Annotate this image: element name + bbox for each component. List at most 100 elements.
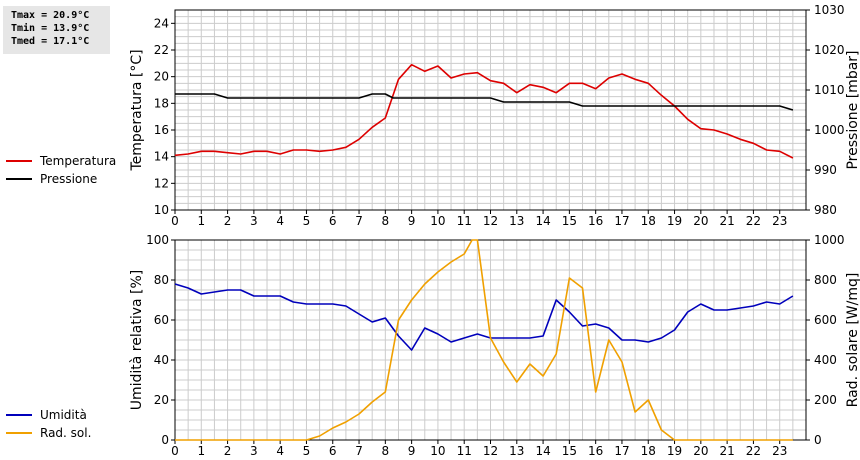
x-tick-label: 4 xyxy=(276,444,284,458)
legend-item-pressure: Pressione xyxy=(6,170,116,188)
legend-top: Temperatura Pressione xyxy=(6,152,116,188)
y-tick-label: 40 xyxy=(154,353,169,367)
series-line-pressione xyxy=(175,93,794,111)
x-tick-label: 0 xyxy=(171,214,179,228)
legend-label-pressure: Pressione xyxy=(40,172,98,186)
x-tick-label: 7 xyxy=(355,444,363,458)
y-tick-label: 80 xyxy=(154,273,169,287)
y2-axis-title: Rad. solare [W/mq] xyxy=(845,273,860,408)
legend-swatch-pressure xyxy=(6,178,32,180)
x-tick-label: 14 xyxy=(535,214,550,228)
y-tick-label: 20 xyxy=(154,70,169,84)
y-tick-label: 24 xyxy=(154,16,169,30)
y2-tick-label: 1000 xyxy=(814,233,845,247)
y2-axis-title: Pressione [mbar] xyxy=(845,50,860,169)
y-tick-label: 18 xyxy=(154,96,169,110)
stats-box: Tmax = 20.9°C Tmin = 13.9°C Tmed = 17.1°… xyxy=(3,6,110,54)
legend-label-temperature: Temperatura xyxy=(40,154,117,168)
x-tick-label: 6 xyxy=(329,444,337,458)
y-tick-label: 60 xyxy=(154,313,169,327)
tmed-label: Tmed = 17.1°C xyxy=(11,36,90,47)
x-tick-label: 14 xyxy=(535,444,550,458)
x-tick-label: 3 xyxy=(250,214,258,228)
x-tick-label: 22 xyxy=(746,214,761,228)
y-tick-label: 22 xyxy=(154,43,169,57)
x-tick-label: 12 xyxy=(483,214,498,228)
x-tick-label: 20 xyxy=(693,214,708,228)
x-tick-label: 2 xyxy=(224,214,232,228)
x-tick-label: 15 xyxy=(562,214,577,228)
y2-tick-label: 400 xyxy=(814,353,837,367)
x-tick-label: 22 xyxy=(746,444,761,458)
legend-label-radiation: Rad. sol. xyxy=(40,426,92,440)
x-tick-label: 5 xyxy=(303,444,311,458)
x-tick-label: 17 xyxy=(614,214,629,228)
tmax-label: Tmax = 20.9°C xyxy=(11,10,90,21)
x-tick-label: 4 xyxy=(276,214,284,228)
legend-swatch-humidity xyxy=(6,414,32,416)
legend-bottom: Umidità Rad. sol. xyxy=(6,406,91,442)
x-tick-label: 7 xyxy=(355,214,363,228)
x-tick-label: 2 xyxy=(224,444,232,458)
tmin-label: Tmin = 13.9°C xyxy=(11,23,90,34)
legend-swatch-temperature xyxy=(6,160,32,162)
x-tick-label: 18 xyxy=(641,214,656,228)
y-tick-label: 0 xyxy=(161,433,169,447)
x-tick-label: 23 xyxy=(772,444,787,458)
x-tick-label: 5 xyxy=(303,214,311,228)
x-tick-label: 1 xyxy=(197,214,205,228)
x-tick-label: 11 xyxy=(457,444,472,458)
x-tick-label: 0 xyxy=(171,444,179,458)
x-tick-label: 12 xyxy=(483,444,498,458)
y2-tick-label: 1020 xyxy=(814,43,845,57)
legend-item-radiation: Rad. sol. xyxy=(6,424,91,442)
y-tick-label: 14 xyxy=(154,150,169,164)
y-tick-label: 20 xyxy=(154,393,169,407)
x-tick-label: 15 xyxy=(562,444,577,458)
x-tick-label: 10 xyxy=(430,214,445,228)
y-axis-title: Temperatura [°C] xyxy=(129,49,145,171)
x-tick-label: 21 xyxy=(719,444,734,458)
x-tick-label: 3 xyxy=(250,444,258,458)
x-tick-label: 13 xyxy=(509,214,524,228)
y2-tick-label: 1030 xyxy=(814,3,845,17)
x-tick-label: 20 xyxy=(693,444,708,458)
y-tick-label: 12 xyxy=(154,176,169,190)
y2-tick-label: 980 xyxy=(814,203,837,217)
y2-tick-label: 1010 xyxy=(814,83,845,97)
legend-item-temperature: Temperatura xyxy=(6,152,116,170)
x-tick-label: 11 xyxy=(457,214,472,228)
x-tick-label: 6 xyxy=(329,214,337,228)
x-tick-label: 10 xyxy=(430,444,445,458)
y2-tick-label: 990 xyxy=(814,163,837,177)
series-line-umidit- xyxy=(174,283,794,351)
series-line-temperatura xyxy=(174,63,794,159)
legend-item-humidity: Umidità xyxy=(6,406,91,424)
x-tick-label: 17 xyxy=(614,444,629,458)
y-tick-label: 16 xyxy=(154,123,169,137)
series-line-rad-sol- xyxy=(175,239,793,441)
y2-tick-label: 1000 xyxy=(814,123,845,137)
x-tick-label: 9 xyxy=(408,214,416,228)
x-tick-label: 1 xyxy=(197,444,205,458)
x-tick-label: 23 xyxy=(772,214,787,228)
x-tick-label: 8 xyxy=(382,214,390,228)
y-axis-title: Umidità relativa [%] xyxy=(129,270,145,411)
y-tick-label: 100 xyxy=(146,233,169,247)
x-tick-label: 19 xyxy=(667,444,682,458)
legend-label-humidity: Umidità xyxy=(40,408,87,422)
x-tick-label: 21 xyxy=(719,214,734,228)
y2-tick-label: 200 xyxy=(814,393,837,407)
x-tick-label: 8 xyxy=(382,444,390,458)
y2-tick-label: 600 xyxy=(814,313,837,327)
x-tick-label: 16 xyxy=(588,444,603,458)
x-tick-label: 13 xyxy=(509,444,524,458)
x-tick-label: 19 xyxy=(667,214,682,228)
x-tick-label: 9 xyxy=(408,444,416,458)
y2-tick-label: 0 xyxy=(814,433,822,447)
y2-tick-label: 800 xyxy=(814,273,837,287)
legend-swatch-radiation xyxy=(6,432,32,434)
x-tick-label: 18 xyxy=(641,444,656,458)
y-tick-label: 10 xyxy=(154,203,169,217)
